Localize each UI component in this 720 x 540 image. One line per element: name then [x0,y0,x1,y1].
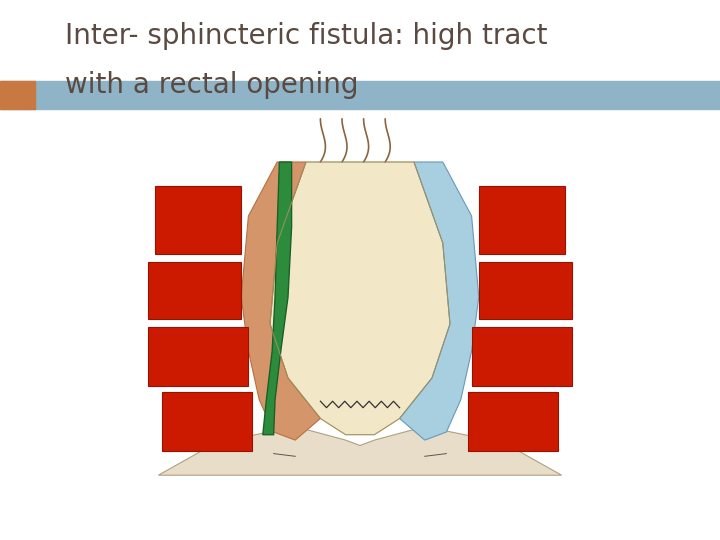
Polygon shape [241,162,320,440]
Bar [0,81,720,109]
Polygon shape [472,327,572,386]
Polygon shape [270,162,450,435]
Polygon shape [158,427,562,475]
Polygon shape [400,162,479,440]
Polygon shape [155,186,241,254]
Polygon shape [468,392,558,451]
Polygon shape [162,392,252,451]
Bar [0,81,35,109]
Text: with a rectal opening: with a rectal opening [65,71,359,99]
Text: Inter- sphincteric fistula: high tract: Inter- sphincteric fistula: high tract [65,22,547,50]
Polygon shape [148,327,248,386]
Polygon shape [479,186,565,254]
Polygon shape [479,262,572,319]
Polygon shape [148,262,241,319]
Polygon shape [263,162,292,435]
